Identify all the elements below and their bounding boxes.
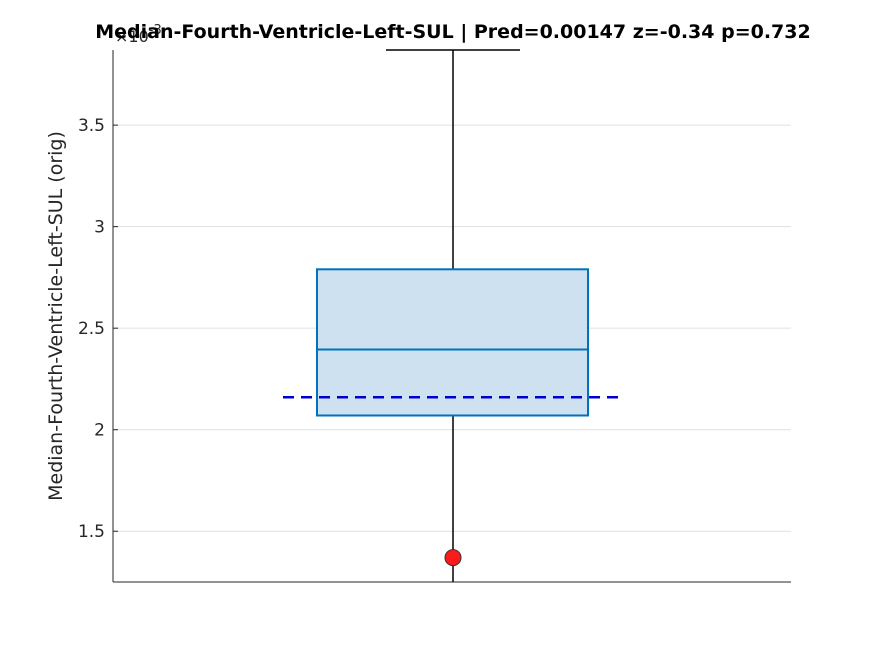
y-tick-label: 2.5 <box>78 319 105 339</box>
box-plot <box>283 49 623 582</box>
y-axis-label: Median-Fourth-Ventricle-Left-SUL (orig) <box>45 131 67 501</box>
y-ticks: 1.5 2 2.5 3 3.5 <box>78 116 118 542</box>
chart-title: Median-Fourth-Ventricle-Left-SUL | Pred=… <box>95 21 810 43</box>
interquartile-box <box>316 268 589 417</box>
y-tick-label: 3 <box>94 218 105 238</box>
axes <box>112 50 791 583</box>
marker-point <box>444 549 462 567</box>
y-tick-label: 2 <box>94 421 105 441</box>
y-exponent-label: ×10-3 <box>115 23 162 46</box>
y-tick-label: 1.5 <box>78 522 105 542</box>
y-tick-label: 3.5 <box>78 116 105 136</box>
